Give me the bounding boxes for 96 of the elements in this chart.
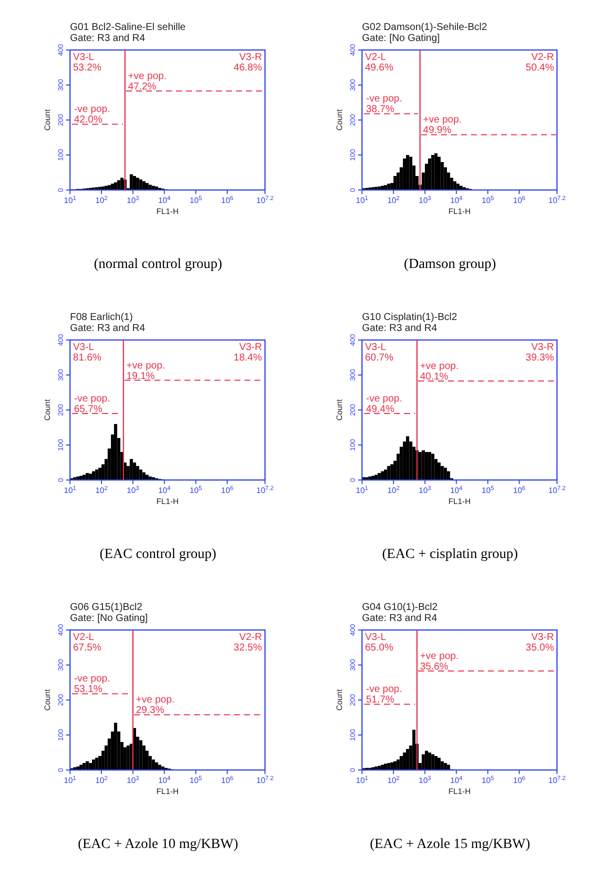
annotation: V3-L 53.2%: [73, 52, 102, 74]
annotation: V2-L 67.5%: [73, 632, 102, 654]
x-tick-label: 10$^{7.2}$: [548, 195, 566, 205]
chart-subtitle: Gate: R3 and R4: [70, 323, 146, 334]
x-tick-label: 10$^{2}$: [95, 485, 108, 495]
annotation: V3-R 46.8%: [234, 52, 262, 74]
text: (Damson group): [404, 257, 496, 272]
chart-title: G04 G10(1)-Bcl2: [362, 602, 438, 613]
x-tick-label: 10$^{5}$: [482, 485, 495, 495]
x-tick-label: 10$^{1}$: [64, 195, 77, 205]
x-tick-label: 10$^{3}$: [126, 485, 140, 495]
x-tick-label: 10$^{6}$: [221, 775, 234, 785]
x-tick-label: 10$^{3}$: [126, 195, 140, 205]
x-tick-label: 10$^{2}$: [387, 775, 400, 785]
text: (EAC + Azole 10 mg/KBW): [78, 837, 238, 852]
x-tick-label: 10$^{2}$: [387, 195, 400, 205]
x-axis-title: FL1-H: [448, 787, 471, 796]
annotation: V3-R 35.0%: [526, 632, 554, 654]
annotation: V3-R 39.3%: [526, 342, 554, 364]
chart-subtitle: Gate: R3 and R4: [362, 613, 438, 624]
x-tick-label: 10$^{1}$: [64, 485, 77, 495]
chart-subtitle: Gate: [No Gating]: [70, 613, 148, 624]
y-axis-title: Count: [335, 688, 344, 711]
x-tick-label: 10$^{4}$: [450, 195, 464, 205]
ref-line-label: +ve pop. 49.9%: [423, 114, 462, 136]
x-tick-label: 10$^{1}$: [356, 775, 369, 785]
ref-line-label: -ve pop. 42.0%: [74, 104, 110, 126]
x-tick-label: 10$^{4}$: [158, 195, 172, 205]
y-axis-title: Count: [43, 398, 52, 421]
x-axis-title: FL1-H: [156, 787, 179, 796]
ref-line-label: -ve pop. 65.7%: [74, 394, 110, 415]
chart-title: G02 Damson(1)-Sehile-Bcl2: [362, 22, 488, 33]
ref-line-label: -ve pop. 51.7%: [366, 684, 402, 706]
x-axis-title: FL1-H: [156, 207, 179, 216]
chart-title: G10 Cisplatin(1)-Bcl2: [362, 312, 458, 323]
x-tick-label: 10$^{4}$: [158, 485, 172, 495]
x-tick-label: 10$^{5}$: [482, 775, 495, 785]
ref-line-label: -ve pop. 38.7%: [366, 94, 402, 116]
y-axis-title: Count: [43, 108, 52, 131]
x-tick-label: 10$^{7.2}$: [548, 775, 566, 785]
x-tick-label: 10$^{2}$: [95, 195, 108, 205]
x-tick-label: 10$^{4}$: [450, 775, 464, 785]
annotation: V2-R 32.5%: [234, 632, 262, 654]
ref-line-label: +ve pop. 19.1%: [126, 360, 166, 382]
text: (EAC + cisplatin group): [382, 547, 518, 562]
x-tick-label: 10$^{3}$: [418, 195, 432, 205]
x-tick-label: 10$^{6}$: [513, 195, 526, 205]
ref-line-label: +ve pop. 35.6%: [420, 650, 459, 672]
chart-title: G01 Bcl2-Saline-El sehille: [70, 22, 186, 33]
chart-subtitle: Gate: R3 and R4: [362, 323, 438, 334]
x-tick-label: 10$^{5}$: [482, 195, 495, 205]
x-tick-label: 10$^{7.2}$: [256, 775, 274, 785]
ref-line-label: -ve pop. 53.1%: [74, 674, 110, 696]
annotation: V3-L 81.6%: [73, 342, 102, 364]
y-axis-title: Count: [335, 398, 344, 421]
x-axis-title: FL1-H: [448, 497, 471, 506]
y-axis-title: Count: [43, 688, 52, 711]
ref-line-label: +ve pop. 29.3%: [136, 694, 175, 716]
annotation: V2-L 49.6%: [365, 52, 394, 74]
text: (EAC + Azole 15 mg/KBW): [370, 837, 530, 852]
x-axis-title: FL1-H: [448, 207, 471, 216]
x-tick-label: 10$^{4}$: [450, 485, 464, 495]
x-tick-label: 10$^{2}$: [387, 485, 400, 495]
x-tick-label: 10$^{3}$: [126, 775, 140, 785]
chart-subtitle: Gate: [No Gating]: [362, 33, 440, 44]
annotation: V3-L 65.0%: [365, 632, 394, 654]
x-tick-label: 10$^{3}$: [418, 775, 432, 785]
x-tick-label: 10$^{7.2}$: [256, 195, 274, 205]
x-tick-label: 10$^{2}$: [95, 775, 108, 785]
x-tick-label: 10$^{1}$: [356, 485, 369, 495]
x-tick-label: 10$^{5}$: [190, 195, 203, 205]
ref-line-label: +ve pop. 47.2%: [128, 70, 167, 92]
annotation: V3-R 18.4%: [234, 342, 262, 364]
x-tick-label: 10$^{6}$: [513, 485, 526, 495]
chart-title: G06 G15(1)Bcl2: [70, 602, 143, 613]
x-tick-label: 10$^{1}$: [64, 775, 77, 785]
x-axis-title: FL1-H: [156, 497, 179, 506]
ref-line-label: +ve pop. 40.1%: [420, 360, 459, 382]
x-tick-label: 10$^{7.2}$: [256, 485, 274, 495]
x-tick-label: 10$^{5}$: [190, 485, 203, 495]
chart-title: F08 Earlich(1): [70, 312, 133, 323]
x-tick-label: 10$^{1}$: [356, 195, 369, 205]
chart-subtitle: Gate: R3 and R4: [70, 33, 146, 44]
ref-line-label: -ve pop. 49.4%: [366, 394, 402, 415]
x-tick-label: 10$^{5}$: [190, 775, 203, 785]
text: (EAC control group): [100, 547, 217, 562]
text: (normal control group): [94, 257, 222, 272]
x-tick-label: 10$^{6}$: [221, 485, 234, 495]
x-tick-label: 10$^{4}$: [158, 775, 172, 785]
x-tick-label: 10$^{3}$: [418, 485, 432, 495]
annotation: V3-L 60.7%: [365, 342, 394, 364]
annotation: V2-R 50.4%: [526, 52, 554, 74]
y-axis-title: Count: [335, 108, 344, 131]
x-tick-label: 10$^{6}$: [513, 775, 526, 785]
x-tick-label: 10$^{7.2}$: [548, 485, 566, 495]
x-tick-label: 10$^{6}$: [221, 195, 234, 205]
